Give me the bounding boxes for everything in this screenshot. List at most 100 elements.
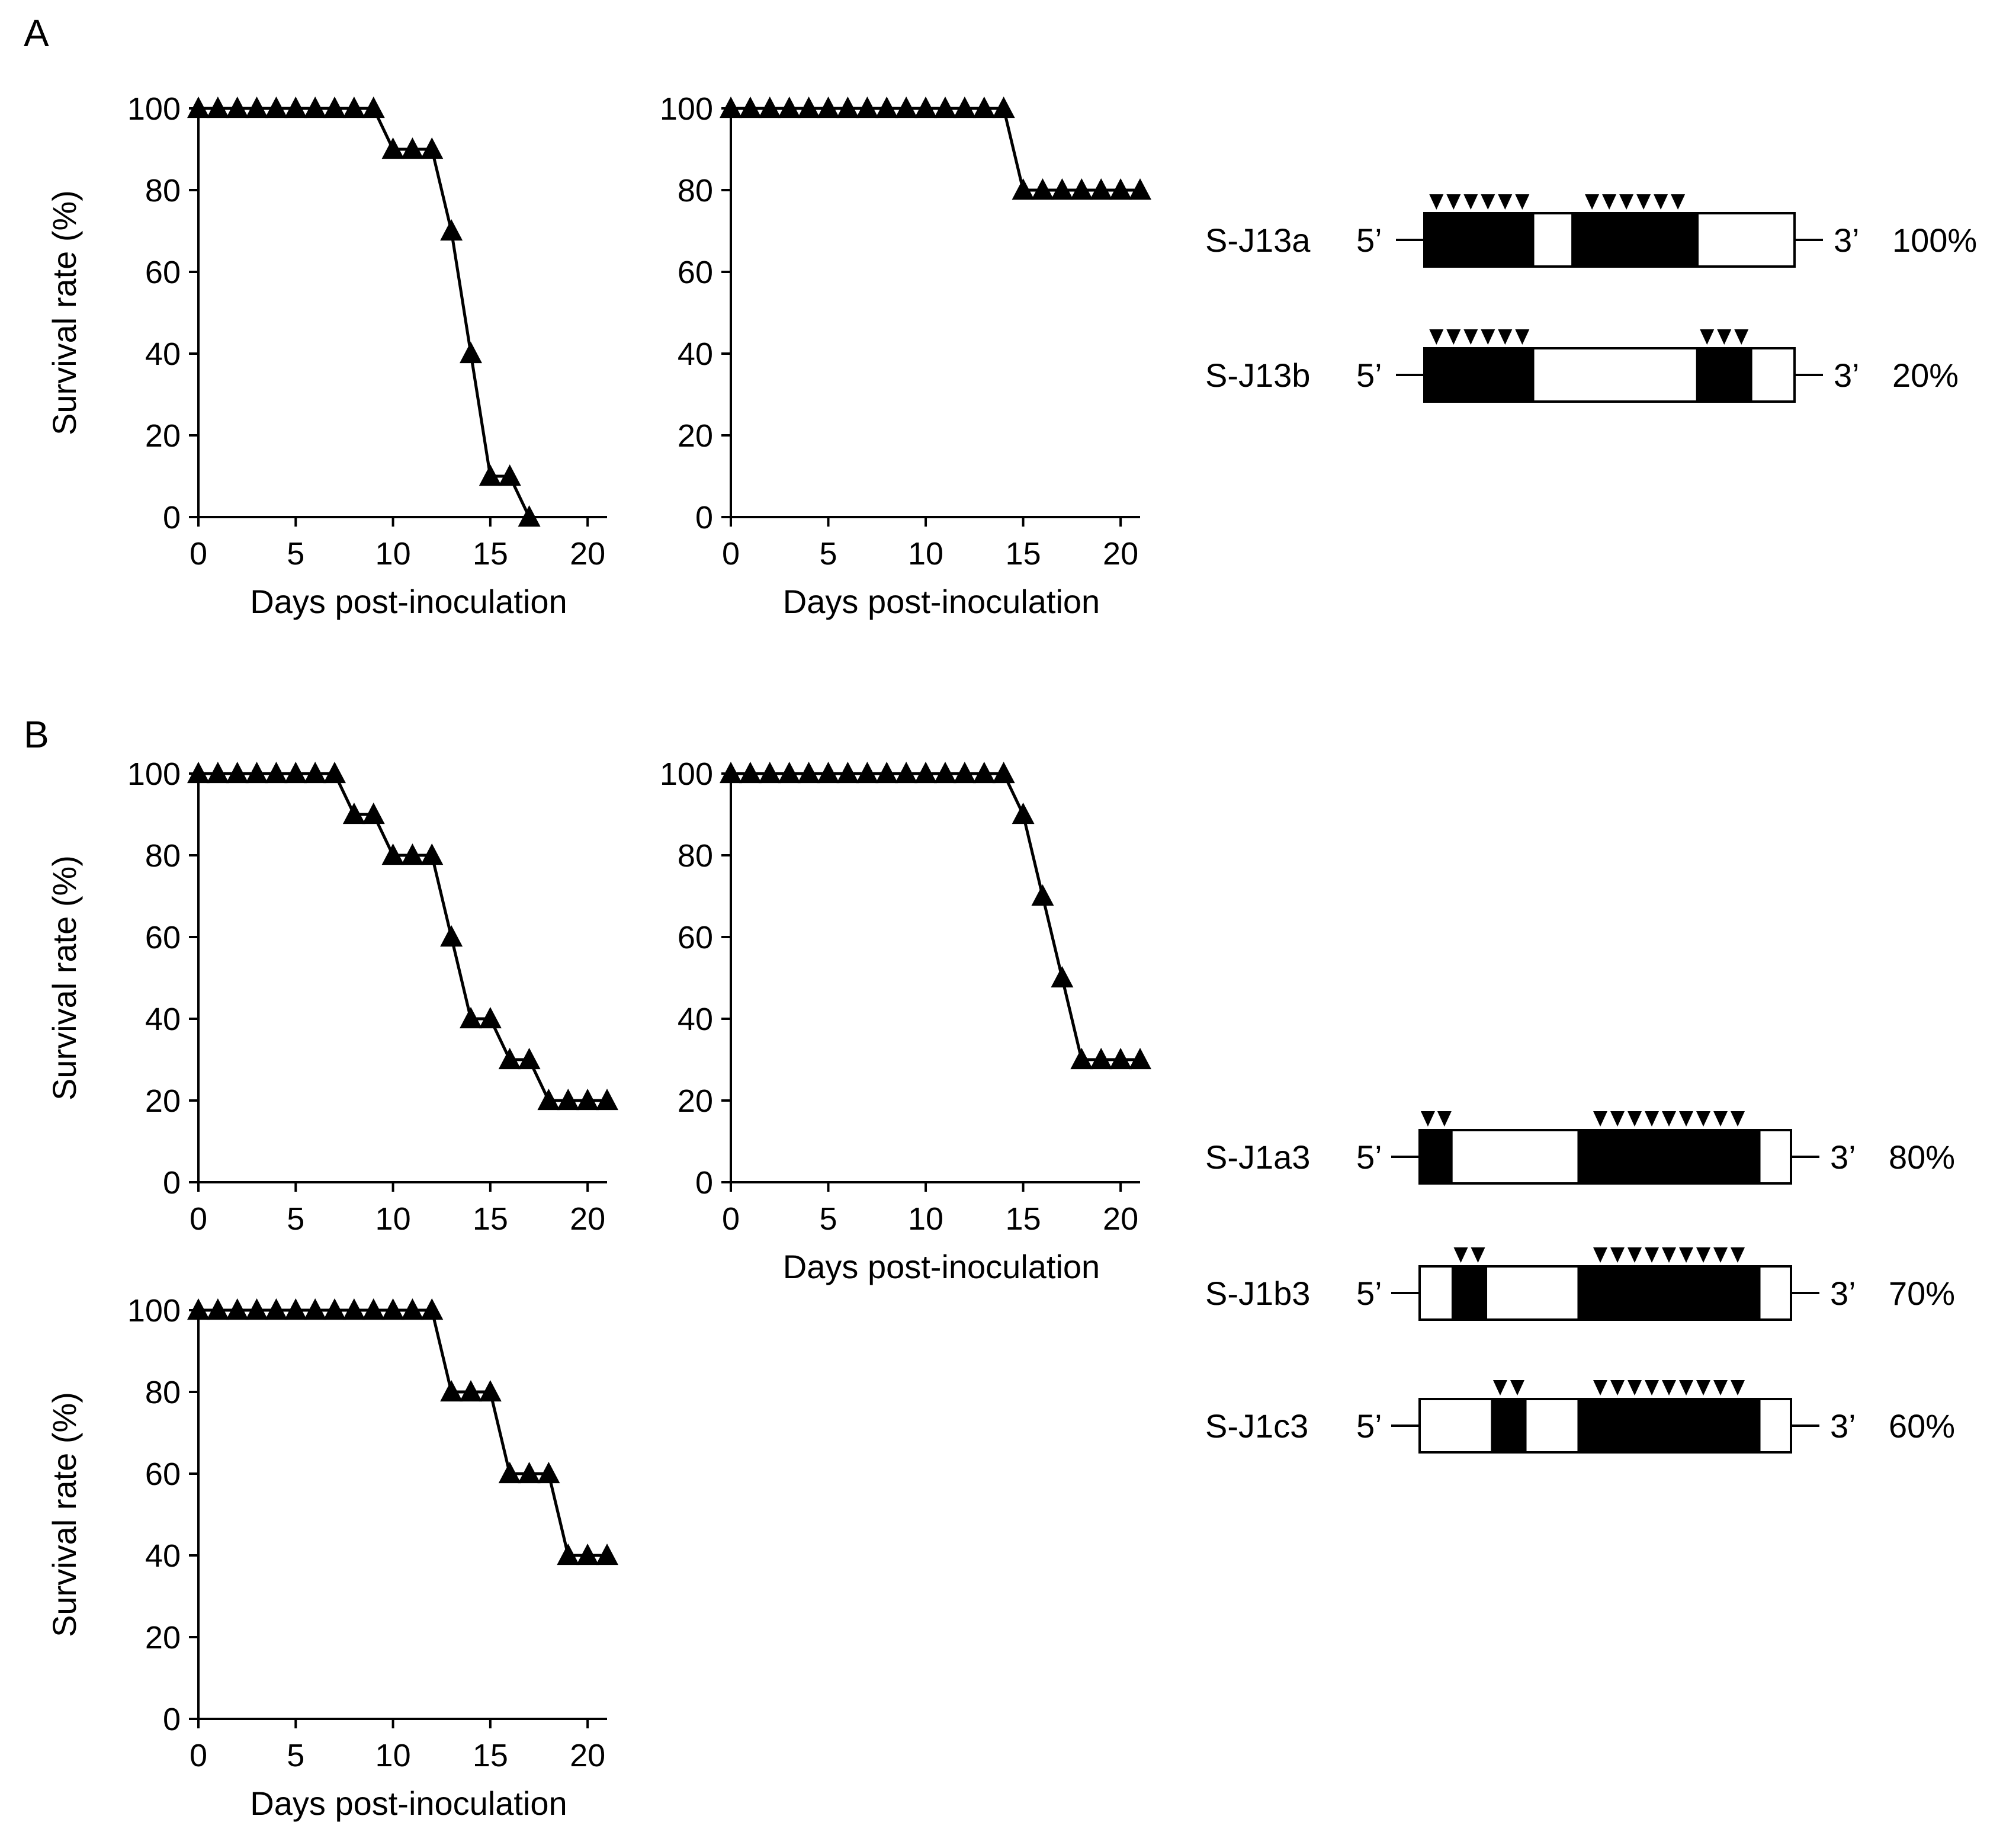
x-tick-label: 15 [1006, 1201, 1041, 1237]
survival-point [479, 464, 502, 486]
y-tick-label: 80 [678, 173, 713, 208]
survival-point [953, 97, 976, 118]
mutation-marker [1481, 329, 1495, 345]
construct-segment-black [1491, 1399, 1527, 1452]
survival-point [933, 762, 956, 784]
mutation-marker [1671, 194, 1686, 210]
mutation-marker [1636, 194, 1651, 210]
survival-point [440, 219, 463, 241]
y-tick-label: 0 [163, 500, 181, 535]
survival-point [479, 1007, 502, 1029]
mutation-marker [1610, 1380, 1625, 1395]
survival-point [895, 762, 918, 784]
x-tick-label: 5 [820, 536, 837, 572]
mutation-marker [1713, 1380, 1728, 1395]
survival-point [817, 762, 840, 784]
three-prime-label: 3’ [1830, 1407, 1856, 1445]
construct-segment-black [1577, 1130, 1761, 1183]
mutation-marker [1429, 194, 1444, 210]
survival-point [245, 1298, 268, 1320]
mutation-marker [1696, 1380, 1711, 1395]
construct-survival: 70% [1889, 1275, 1955, 1312]
mutation-marker [1446, 329, 1461, 345]
mutation-marker [1734, 329, 1749, 345]
mutation-marker [1610, 1111, 1625, 1127]
mutation-marker [1731, 1380, 1745, 1395]
x-tick-label: 10 [908, 536, 943, 572]
construct-outline [1418, 1398, 1792, 1454]
y-tick-label: 40 [145, 336, 181, 372]
mutation-marker [1515, 194, 1530, 210]
construct-segment-black [1571, 213, 1699, 267]
mutation-marker [1453, 1247, 1468, 1263]
x-tick-label: 20 [1103, 1201, 1138, 1237]
x-tick-label: 5 [287, 1201, 304, 1237]
construct-segment-black [1424, 348, 1535, 402]
mutation-marker [1481, 194, 1495, 210]
survival-point [187, 762, 210, 784]
three-prime-label: 3’ [1834, 222, 1860, 259]
survival-point [992, 97, 1015, 118]
survival-point [1090, 1048, 1113, 1070]
y-tick-label: 40 [678, 1002, 713, 1037]
mutation-marker [1645, 1380, 1659, 1395]
x-tick-label: 5 [287, 1738, 304, 1773]
construct-s-j13a: S-J13a 5’ 3’ 100% [1205, 194, 1977, 268]
survival-point [420, 843, 444, 865]
survival-point [856, 762, 879, 784]
mutation-marker [1446, 194, 1461, 210]
construct-s-j1c3: S-J1c3 5’ 3’ 60% [1205, 1380, 1955, 1454]
survival-point [401, 137, 424, 159]
construct-segment-white [1526, 1399, 1578, 1452]
survival-point [797, 97, 820, 118]
y-axis-title: Survival rate (%) [46, 1392, 83, 1637]
x-tick-label: 15 [473, 536, 508, 572]
construct-name: S-J1a3 [1205, 1138, 1310, 1176]
x-tick-label: 15 [473, 1201, 508, 1237]
x-tick-label: 0 [190, 536, 207, 572]
construct-segment-white [1699, 213, 1795, 267]
survival-point [1051, 178, 1074, 200]
construct-name: S-J13a [1205, 222, 1311, 259]
mutation-marker [1731, 1247, 1745, 1263]
survival-point [596, 1544, 618, 1565]
three-prime-label: 3’ [1830, 1138, 1856, 1176]
construct-segment-black [1424, 213, 1535, 267]
x-tick-label: 15 [473, 1738, 508, 1773]
y-tick-label: 100 [660, 756, 713, 792]
survival-point [265, 97, 288, 118]
survival-point [972, 762, 996, 784]
construct-segment-black [1577, 1266, 1761, 1320]
survival-point [720, 97, 742, 118]
construct-segment-black [1420, 1130, 1453, 1183]
survival-point [1090, 178, 1113, 200]
construct-s-j1a3: S-J1a3 5’ 3’ 80% [1205, 1111, 1955, 1185]
y-tick-label: 20 [678, 1083, 713, 1119]
mutation-marker [1593, 1111, 1608, 1127]
y-tick-label: 0 [695, 500, 713, 535]
survival-point [284, 1298, 307, 1320]
x-axis-title: Days post-inoculation [783, 1248, 1100, 1285]
y-tick-label: 60 [678, 255, 713, 290]
x-tick-label: 10 [375, 1201, 411, 1237]
survival-point [914, 97, 938, 118]
construct-s-j1b3: S-J1b3 5’ 3’ 70% [1205, 1247, 1955, 1321]
survival-point [953, 762, 976, 784]
survival-point [420, 1298, 444, 1320]
y-tick-label: 0 [163, 1165, 181, 1201]
mutation-marker [1696, 1247, 1711, 1263]
mutation-marker [1731, 1111, 1745, 1127]
mutation-marker [1662, 1380, 1677, 1395]
survival-point [739, 762, 762, 784]
y-tick-label: 100 [127, 1293, 181, 1329]
y-tick-label: 0 [163, 1702, 181, 1737]
x-axis-title: Days post-inoculation [250, 583, 567, 620]
x-tick-label: 10 [375, 536, 411, 572]
survival-point [758, 97, 781, 118]
y-tick-label: 80 [145, 173, 181, 208]
survival-point [518, 505, 541, 527]
y-axis-title: Survival rate (%) [46, 855, 83, 1101]
